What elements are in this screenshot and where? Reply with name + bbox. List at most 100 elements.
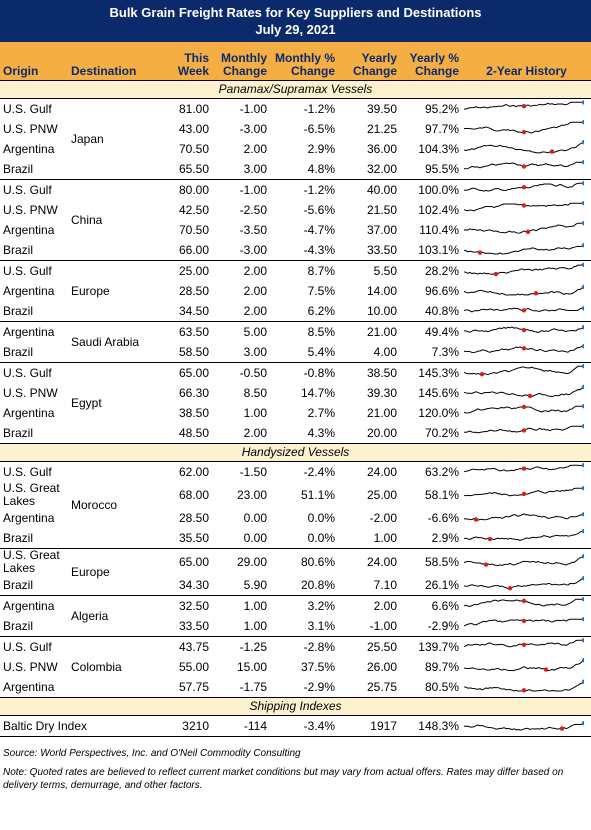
origin: Brazil — [3, 618, 34, 633]
value: -2.9% — [303, 679, 335, 694]
data-row: Argentina 38.50 1.00 2.7% 21.00 120.0% — [0, 403, 591, 423]
history — [462, 548, 591, 575]
origin: Argentina — [3, 679, 55, 694]
destination: Japan — [71, 131, 104, 146]
value: 26.00 — [366, 659, 397, 674]
value: 145.6% — [418, 385, 459, 400]
value: -5.6% — [303, 202, 335, 217]
data-row: Brazil 65.50 3.00 4.8% 32.00 95.5% — [0, 159, 591, 180]
value: -2.9% — [427, 618, 459, 633]
history — [462, 240, 591, 261]
history — [462, 362, 591, 383]
history — [462, 321, 591, 342]
sparkline — [463, 242, 587, 255]
value: 102.4% — [418, 202, 459, 217]
value: 4.00 — [373, 344, 397, 359]
data-row: U.S. Great Lakes Europe 65.00 29.00 80.6% 24.… — [0, 548, 591, 596]
value: 3.1% — [307, 618, 335, 633]
value: 66.30 — [178, 385, 209, 400]
value: -3.50 — [239, 222, 267, 237]
value: 95.2% — [424, 101, 459, 116]
value: 21.00 — [366, 405, 397, 420]
value: 1.00 — [373, 530, 397, 545]
history — [462, 220, 591, 240]
value: 32.00 — [366, 161, 397, 176]
value: 23.00 — [236, 487, 267, 502]
value: 26.1% — [424, 577, 459, 592]
origin: U.S. Gulf — [0, 179, 68, 200]
value: 51.1% — [300, 487, 335, 502]
sparkline — [463, 462, 587, 472]
value: 42.50 — [178, 202, 209, 217]
history — [462, 99, 591, 120]
value: 43.75 — [150, 636, 212, 657]
value: 20.8% — [300, 577, 335, 592]
value: -1.00 — [212, 179, 270, 200]
section-title: Shipping Indexes — [0, 697, 591, 716]
value: 1.00 — [243, 405, 267, 420]
data-row: Argentina Algeria 32.50 1.00 3.2% 2.00 6.6% — [0, 595, 591, 637]
title-bar: Bulk Grain Freight Rates for Key Supplie… — [0, 0, 591, 42]
rate-table: Origin Destination This Week Monthly Change… — [0, 42, 591, 736]
value: 24.00 — [366, 464, 397, 479]
value: 97.7% — [424, 121, 459, 136]
history — [462, 139, 591, 159]
value: 5.50 — [338, 260, 400, 281]
value: 48.50 — [178, 425, 209, 440]
value: -1.50 — [239, 464, 267, 479]
origin: U.S. PNW — [3, 385, 58, 400]
destination: Colombia — [68, 636, 150, 698]
origin: Brazil — [3, 303, 34, 318]
value: 58.5% — [400, 548, 462, 575]
value: 145.3% — [400, 362, 462, 383]
value: 10.00 — [366, 303, 397, 318]
value: -2.00 — [369, 510, 397, 525]
value: 1.00 — [243, 618, 267, 633]
history — [462, 200, 591, 220]
value: 36.00 — [366, 141, 397, 156]
value: 2.00 — [243, 425, 267, 440]
value: 2.00 — [243, 141, 267, 156]
origin: Brazil — [3, 425, 34, 440]
destination: Europe — [68, 260, 150, 322]
destination: Saudi Arabia — [68, 321, 150, 363]
history — [462, 301, 591, 322]
value: 2.9% — [431, 530, 459, 545]
history — [462, 383, 591, 403]
origin: U.S. Gulf — [0, 636, 68, 657]
value: -1.75 — [239, 679, 267, 694]
value: -114 — [243, 718, 267, 733]
value: 0.00 — [243, 510, 267, 525]
data-row: Argentina 28.50 0.00 0.0% -2.00 -6.6% — [0, 508, 591, 528]
history — [462, 508, 591, 528]
history — [462, 616, 591, 637]
data-row: U.S. Gulf China 80.00 -1.00 -1.2% 40.00 100.0% — [0, 179, 591, 261]
sparkline — [463, 180, 587, 192]
value: 100.0% — [400, 179, 462, 200]
value: 3.00 — [243, 161, 267, 176]
value: 80.00 — [150, 179, 212, 200]
sparkline — [463, 343, 587, 353]
value: 49.4% — [400, 321, 462, 342]
history — [462, 575, 591, 596]
sparkline — [463, 99, 587, 110]
value: 68.00 — [178, 487, 209, 502]
value: 120.0% — [418, 405, 459, 420]
value: 2.00 — [243, 303, 267, 318]
value: -0.50 — [212, 362, 270, 383]
value: 24.00 — [338, 548, 400, 575]
title: Bulk Grain Freight Rates for Key Supplie… — [109, 5, 482, 20]
value: -3.00 — [239, 121, 267, 136]
value: 148.3% — [418, 718, 459, 733]
value: 110.4% — [419, 222, 459, 237]
value: 1917 — [370, 718, 397, 733]
history — [462, 482, 591, 508]
data-row: Argentina Saudi Arabia 63.50 5.00 8.5% 21.00 4… — [0, 321, 591, 363]
column-header: Yearly % Change — [400, 42, 462, 81]
value: 3.2% — [270, 595, 338, 616]
origin: Argentina — [0, 321, 68, 342]
value: 96.6% — [424, 283, 459, 298]
value: 38.50 — [178, 405, 209, 420]
value: 4.8% — [307, 161, 335, 176]
sparkline — [463, 575, 587, 590]
